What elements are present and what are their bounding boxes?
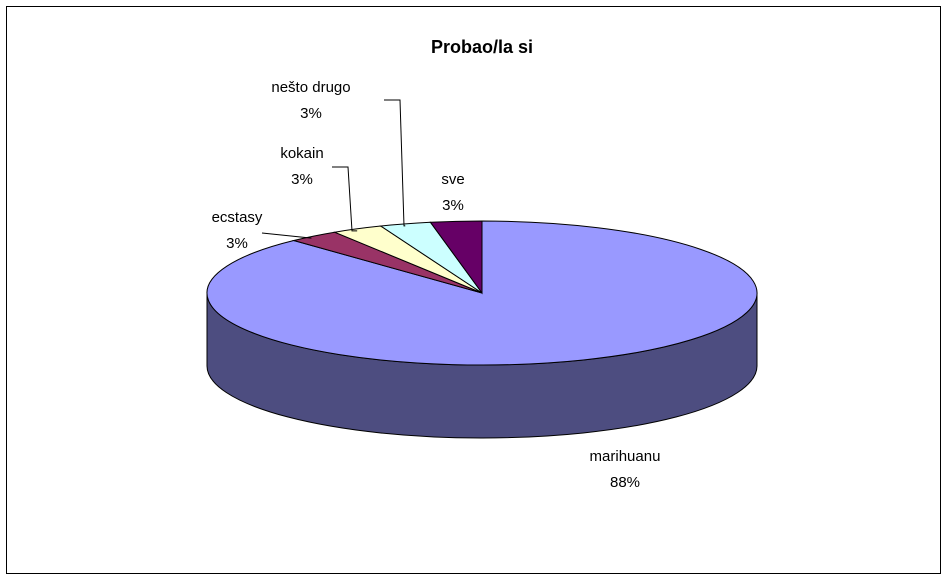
data-label-value: 3% <box>300 105 322 122</box>
data-label-value: 3% <box>442 197 464 214</box>
leader-line <box>332 166 358 232</box>
data-label-name: ecstasy <box>212 209 263 226</box>
data-label-value: 88% <box>610 474 640 491</box>
leader-line <box>384 99 406 227</box>
data-label-name: nešto drugo <box>271 79 350 96</box>
pie-slice <box>429 220 483 295</box>
data-label-value: 3% <box>291 171 313 188</box>
chart-title: Probao/la si <box>431 37 533 57</box>
leader-line <box>261 232 312 239</box>
data-label-value: 3% <box>226 235 248 252</box>
data-label-name: kokain <box>280 145 323 162</box>
data-label-name: marihuanu <box>590 448 661 465</box>
data-label-name: sve <box>441 171 464 188</box>
slice-top <box>429 220 483 295</box>
